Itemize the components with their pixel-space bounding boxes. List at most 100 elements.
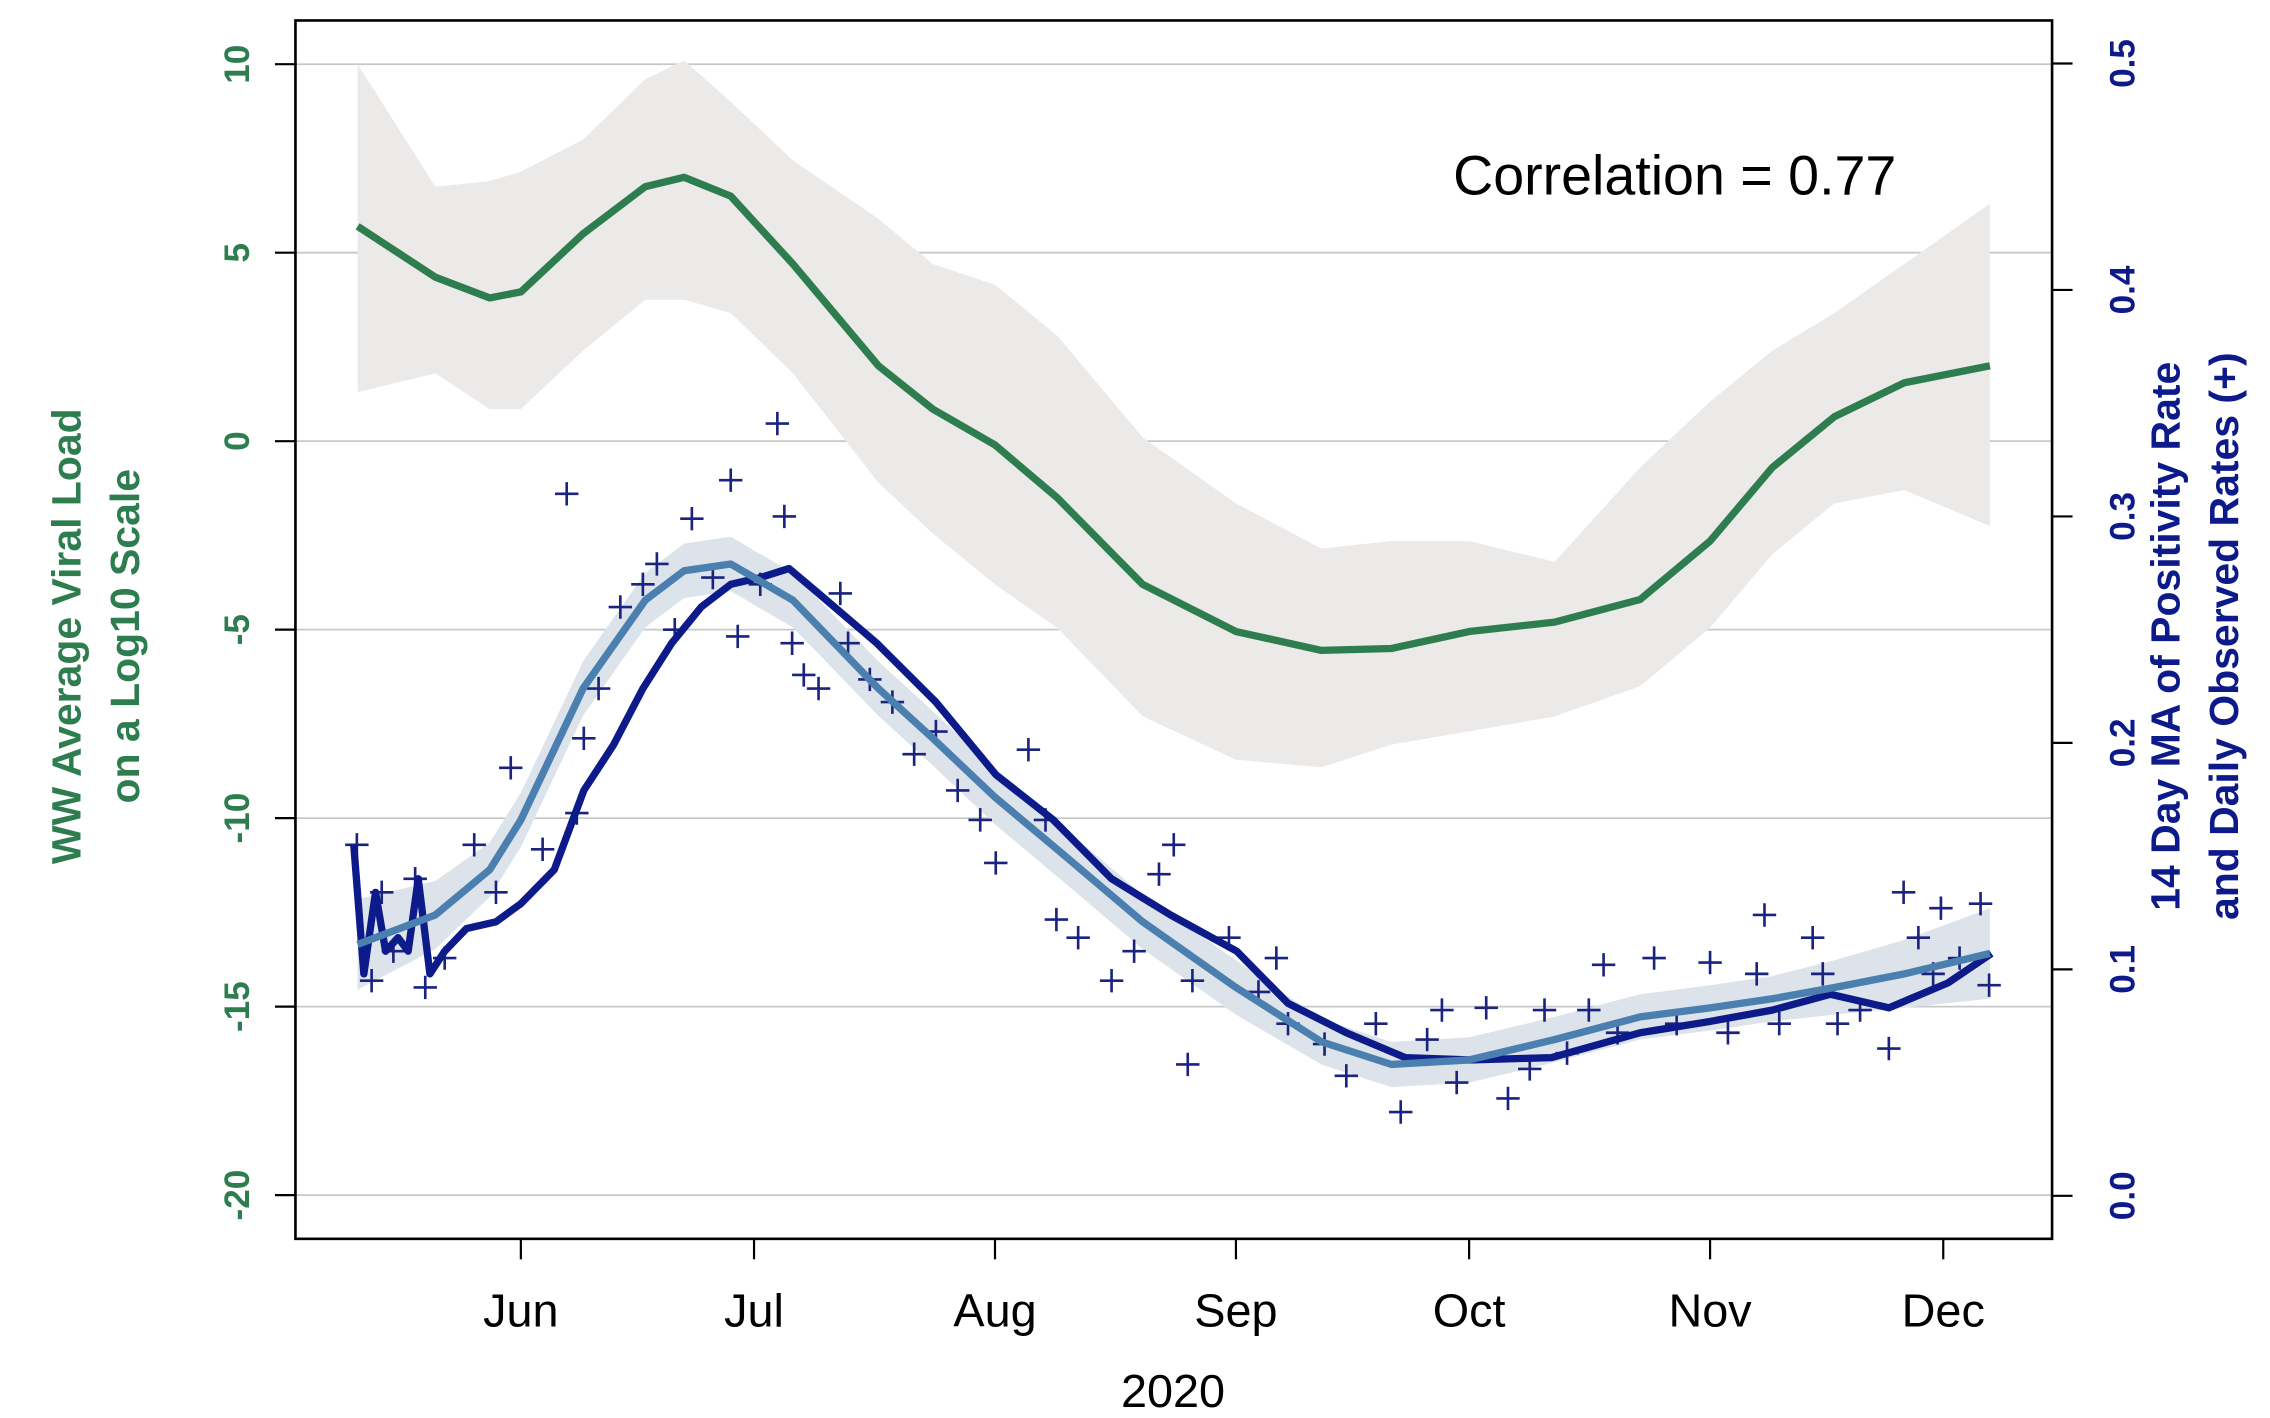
point (631, 572, 655, 597)
y2-axis-label-line: and Daily Observed Rates (+) (2201, 352, 2247, 920)
point (1577, 998, 1601, 1022)
point (968, 808, 992, 832)
y2-tick-label-group: 0.2 (2103, 718, 2142, 767)
point (586, 676, 611, 701)
y2-tick-label-group: 0.3 (2103, 492, 2142, 541)
point (1532, 998, 1557, 1022)
point (1642, 946, 1666, 970)
y-axis-label-line: on a Log10 Scale (102, 469, 148, 803)
point (828, 581, 853, 606)
y2-tick-label: 0.4 (2103, 265, 2142, 314)
point (608, 595, 633, 619)
point (1334, 1064, 1359, 1088)
y-tick-label: 10 (218, 45, 257, 84)
point (1877, 1036, 1901, 1061)
plot-frame (294, 19, 2054, 1241)
point (1698, 950, 1722, 975)
y-tick-label-group: -5 (218, 614, 257, 645)
y-tick-label-group: -20 (218, 1170, 257, 1221)
point (1162, 833, 1186, 857)
y-axis-label: WW Average Viral Load on a Log10 Scale (43, 408, 148, 864)
y2-tick-label: 0.0 (2103, 1171, 2142, 1220)
point (1474, 996, 1498, 1020)
point (1811, 962, 1835, 986)
point (945, 778, 970, 803)
y2-tick-label-group: 0.1 (2103, 945, 2142, 994)
point (1264, 946, 1289, 970)
point (1180, 968, 1205, 993)
y-tick-label: -5 (218, 614, 257, 645)
x-tick-label: Jul (724, 1285, 784, 1337)
point (902, 742, 926, 766)
point (1767, 1011, 1791, 1036)
point (462, 833, 486, 857)
point (1800, 925, 1825, 950)
point (413, 975, 437, 1000)
point (1016, 737, 1041, 762)
point (1044, 907, 1069, 932)
point (359, 968, 384, 993)
y2-tick-label-group: 0.0 (2103, 1171, 2142, 1220)
y2-tick-label: 0.1 (2103, 945, 2142, 994)
y2-tick-label: 0.5 (2103, 39, 2142, 88)
point (1591, 953, 1616, 977)
y2-tick-label-group: 0.4 (2103, 265, 2142, 314)
point (499, 756, 523, 780)
y2-tick-label-group: 0.5 (2103, 39, 2142, 88)
line (356, 560, 1991, 1069)
point (1977, 973, 2001, 997)
point (806, 676, 831, 701)
y-tick-label-group: -15 (218, 981, 257, 1032)
x-tick-label: Nov (1668, 1285, 1752, 1337)
point (1752, 903, 1777, 927)
point (1444, 1070, 1469, 1095)
y-tick-label-group: 5 (218, 243, 257, 263)
point (530, 837, 555, 862)
point (765, 411, 790, 436)
point (680, 506, 704, 531)
y-tick-label: 5 (218, 243, 257, 263)
point (572, 726, 596, 751)
point (719, 468, 743, 492)
annotation: Correlation = 0.77 (1453, 145, 1896, 207)
point (1147, 862, 1171, 886)
point (1496, 1086, 1520, 1111)
y-axis-label-line: WW Average Viral Load (43, 408, 89, 864)
x-tick-label: Dec (1902, 1285, 1985, 1337)
point (772, 504, 797, 529)
y2-axis-label-line: 14 Day MA of Positivity Rate (2142, 362, 2188, 911)
y-tick-label: 0 (218, 431, 257, 451)
point (1364, 1011, 1388, 1036)
point (1745, 962, 1769, 986)
line (355, 173, 1991, 655)
point (984, 851, 1008, 875)
point (645, 552, 669, 576)
y-tick-label-group: 10 (218, 45, 257, 84)
y-tick-label: -20 (218, 1170, 257, 1221)
point (1430, 998, 1454, 1022)
y-tick-label-group: 0 (218, 431, 257, 451)
line (350, 564, 1994, 1064)
x-axis-label: 2020 (1121, 1365, 1225, 1417)
y-tick-label: -15 (218, 981, 257, 1032)
y2-tick-label: 0.3 (2103, 492, 2142, 541)
point (792, 663, 816, 687)
point (1825, 1011, 1850, 1036)
y2-tick-label: 0.2 (2103, 718, 2142, 767)
point (1389, 1100, 1413, 1124)
point (484, 880, 508, 905)
point (1415, 1027, 1439, 1052)
point (1122, 939, 1146, 963)
y-tick-label-group: -10 (218, 793, 257, 844)
point (836, 631, 860, 655)
y-tick-label: -10 (218, 793, 257, 844)
point (1066, 925, 1090, 950)
point (1968, 891, 1993, 916)
point (1929, 896, 1953, 920)
x-tick-label: Sep (1194, 1285, 1277, 1337)
point (1906, 925, 1931, 950)
point (780, 631, 804, 655)
point (1099, 968, 1124, 993)
